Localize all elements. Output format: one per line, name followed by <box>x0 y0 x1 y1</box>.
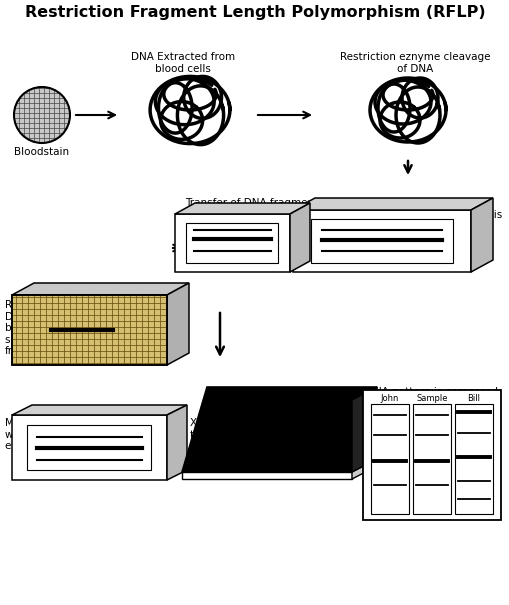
Text: Bloodstain: Bloodstain <box>14 147 69 157</box>
Bar <box>370 404 408 514</box>
Polygon shape <box>12 295 166 365</box>
Polygon shape <box>310 219 453 263</box>
Polygon shape <box>12 405 187 415</box>
Text: Sample: Sample <box>415 394 447 403</box>
Polygon shape <box>351 387 376 472</box>
Polygon shape <box>175 203 309 214</box>
Polygon shape <box>166 405 187 480</box>
Polygon shape <box>12 283 189 295</box>
Bar <box>362 390 500 520</box>
Polygon shape <box>351 459 376 479</box>
Polygon shape <box>186 223 278 263</box>
Text: Fragments of DNA are
separated by electrophoresis: Fragments of DNA are separated by electr… <box>349 198 501 220</box>
Circle shape <box>14 87 70 143</box>
Text: Restriction Fragment Length Polymorphism (RFLP): Restriction Fragment Length Polymorphism… <box>24 5 485 20</box>
Polygon shape <box>182 472 351 479</box>
Polygon shape <box>27 425 151 470</box>
Text: Membrane is
washed free of
excess probe: Membrane is washed free of excess probe <box>5 418 82 451</box>
Text: John: John <box>380 394 399 403</box>
Polygon shape <box>470 198 492 272</box>
Polygon shape <box>290 203 309 272</box>
Text: Bill: Bill <box>467 394 479 403</box>
Polygon shape <box>12 415 166 480</box>
Text: Transfer of DNA fragments
to a membrane
(Southern blott): Transfer of DNA fragments to a membrane … <box>185 198 323 231</box>
Polygon shape <box>182 387 376 472</box>
Polygon shape <box>293 198 492 210</box>
Text: DNA Extracted from
blood cells: DNA Extracted from blood cells <box>131 52 235 74</box>
Text: Restriction eznyme cleavage
of DNA: Restriction eznyme cleavage of DNA <box>339 52 489 74</box>
Text: X-ray film, sandwiched
to the membrane to detect
radioactive pattern: X-ray film, sandwiched to the membrane t… <box>190 418 331 451</box>
Polygon shape <box>293 210 470 272</box>
Bar <box>412 404 450 514</box>
Text: DNA pattern is compared
with patterns from known
subjects: DNA pattern is compared with patterns fr… <box>364 387 498 420</box>
Text: Radioactive
DNA probe
binds to
specific DNA
fragments: Radioactive DNA probe binds to specific … <box>5 300 71 356</box>
Bar <box>454 404 492 514</box>
Polygon shape <box>175 214 290 272</box>
Polygon shape <box>166 283 189 365</box>
